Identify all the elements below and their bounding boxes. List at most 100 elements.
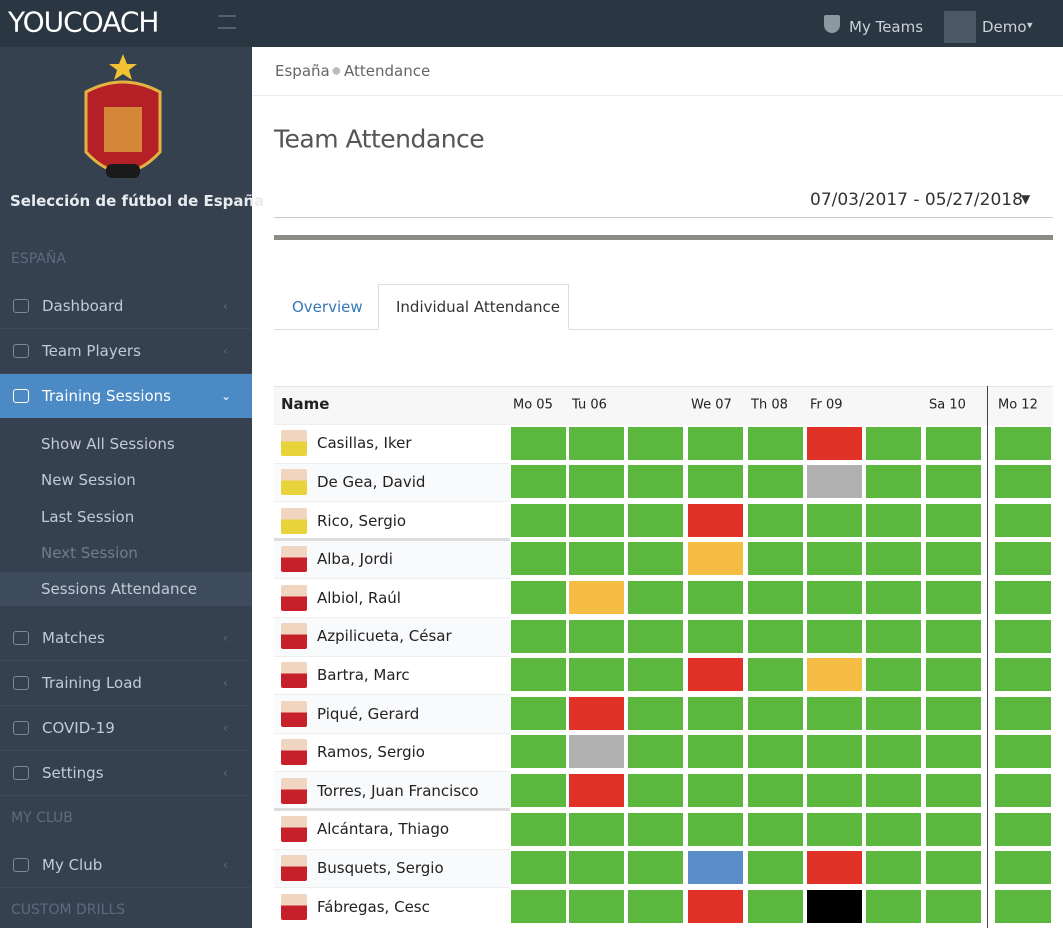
attendance-cell[interactable] [807,889,862,923]
attendance-cell[interactable] [926,735,981,769]
menu-item[interactable]: Team Players [42,342,141,360]
date-range[interactable]: 07/03/2017 - 05/27/2018 [810,190,1023,210]
menu-item[interactable]: My Club [42,856,103,874]
attendance-cell[interactable] [748,619,803,653]
attendance-cell[interactable] [688,773,743,807]
attendance-cell[interactable] [995,812,1051,846]
attendance-cell[interactable] [866,542,921,576]
attendance-cell[interactable] [628,619,683,653]
attendance-cell[interactable] [748,773,803,807]
breadcrumb-item[interactable]: España [275,62,330,80]
attendance-cell[interactable] [748,696,803,730]
menu-item[interactable]: Dashboard [42,297,124,315]
submenu-item[interactable]: New Session [41,471,136,490]
attendance-cell[interactable] [628,696,683,730]
attendance-cell[interactable] [688,619,743,653]
submenu-item[interactable]: Sessions Attendance [41,580,198,599]
menu-item[interactable]: Matches [42,629,105,647]
player-name[interactable]: Busquets, Sergio [317,858,444,877]
attendance-cell[interactable] [866,503,921,537]
player-name[interactable]: Rico, Sergio [317,511,407,530]
attendance-cell[interactable] [807,812,862,846]
menu-item[interactable]: COVID-19 [42,719,115,737]
player-name[interactable]: Casillas, Iker [317,434,412,453]
attendance-cell[interactable] [569,851,624,885]
attendance-cell[interactable] [748,658,803,692]
attendance-cell[interactable] [807,696,862,730]
attendance-cell[interactable] [926,889,981,923]
attendance-cell[interactable] [866,735,921,769]
attendance-cell[interactable] [569,426,624,460]
attendance-cell[interactable] [569,465,624,499]
attendance-cell[interactable] [628,735,683,769]
player-name[interactable]: Torres, Juan Francisco [317,781,479,800]
attendance-cell[interactable] [569,812,624,846]
attendance-cell[interactable] [748,851,803,885]
attendance-cell[interactable] [866,426,921,460]
attendance-cell[interactable] [569,773,624,807]
attendance-cell[interactable] [688,658,743,692]
attendance-cell[interactable] [628,580,683,614]
attendance-cell[interactable] [995,580,1051,614]
attendance-cell[interactable] [926,619,981,653]
attendance-cell[interactable] [926,773,981,807]
attendance-cell[interactable] [807,851,862,885]
player-name[interactable]: Alba, Jordi [317,550,393,569]
attendance-cell[interactable] [511,696,566,730]
attendance-cell[interactable] [688,465,743,499]
attendance-cell[interactable] [866,619,921,653]
attendance-cell[interactable] [511,542,566,576]
player-name[interactable]: Ramos, Sergio [317,743,425,762]
attendance-cell[interactable] [628,658,683,692]
player-name[interactable]: Piqué, Gerard [317,704,420,723]
attendance-cell[interactable] [926,851,981,885]
attendance-cell[interactable] [926,542,981,576]
attendance-cell[interactable] [748,580,803,614]
player-name[interactable]: Fábregas, Cesc [317,897,430,916]
attendance-cell[interactable] [688,812,743,846]
attendance-cell[interactable] [688,696,743,730]
attendance-cell[interactable] [511,619,566,653]
attendance-cell[interactable] [866,465,921,499]
menu-item[interactable]: Training Load [42,674,142,692]
attendance-cell[interactable] [807,735,862,769]
attendance-cell[interactable] [807,465,862,499]
attendance-cell[interactable] [926,503,981,537]
menu-toggle[interactable] [218,15,236,29]
attendance-cell[interactable] [807,619,862,653]
player-name[interactable]: Alcántara, Thiago [317,820,450,839]
player-name[interactable]: Bartra, Marc [317,665,410,684]
user-menu[interactable]: Demo [982,18,1027,36]
menu-item[interactable]: Training Sessions [42,387,172,405]
attendance-cell[interactable] [866,851,921,885]
attendance-cell[interactable] [866,773,921,807]
attendance-cell[interactable] [807,580,862,614]
attendance-cell[interactable] [511,465,566,499]
attendance-cell[interactable] [569,542,624,576]
attendance-cell[interactable] [511,658,566,692]
attendance-cell[interactable] [511,773,566,807]
attendance-cell[interactable] [511,735,566,769]
attendance-cell[interactable] [926,426,981,460]
attendance-cell[interactable] [688,889,743,923]
attendance-cell[interactable] [688,426,743,460]
attendance-cell[interactable] [995,426,1051,460]
attendance-cell[interactable] [748,503,803,537]
attendance-cell[interactable] [995,889,1051,923]
attendance-cell[interactable] [748,465,803,499]
attendance-cell[interactable] [569,696,624,730]
attendance-cell[interactable] [688,542,743,576]
player-name[interactable]: Albiol, Raúl [317,588,401,607]
attendance-cell[interactable] [688,851,743,885]
attendance-cell[interactable] [688,503,743,537]
attendance-cell[interactable] [628,426,683,460]
submenu-item[interactable]: Show All Sessions [41,435,175,453]
attendance-cell[interactable] [807,773,862,807]
attendance-cell[interactable] [511,851,566,885]
attendance-cell[interactable] [926,580,981,614]
attendance-cell[interactable] [807,426,862,460]
attendance-cell[interactable] [995,773,1051,807]
submenu-item[interactable]: Last Session [41,507,135,526]
player-name[interactable]: De Gea, David [317,472,426,491]
attendance-cell[interactable] [995,619,1051,653]
